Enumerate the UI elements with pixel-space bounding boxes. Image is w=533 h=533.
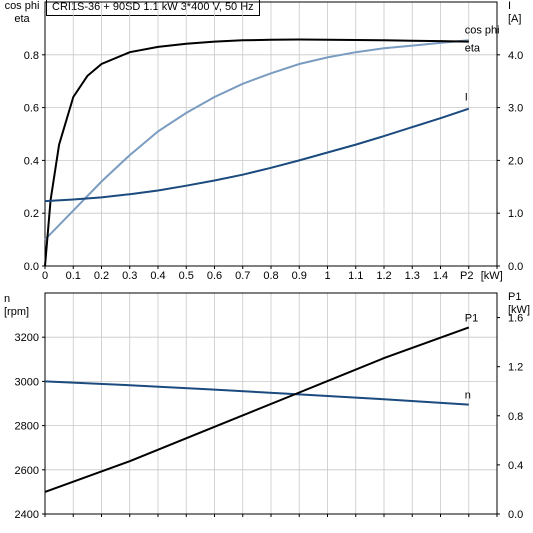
series-label-cos-phi: cos phi [465,24,500,36]
x-tick-label: 0.4 [150,270,165,282]
series-line-eta [44,38,469,267]
y-tick-label-right: 1.6 [508,313,523,325]
x-axis-label: P2 [460,270,473,282]
y-tick-label-left: 3200 [15,332,39,344]
y-axis-unit-left: [rpm] [4,306,29,318]
x-tick-label: 1.1 [348,270,363,282]
y-tick-label-left: 0.4 [24,155,39,167]
y-tick-label-right: 1.2 [508,362,523,374]
series-label-i: I [465,92,468,104]
y-tick-label-left: 3000 [15,376,39,388]
x-tick-label: 0.8 [263,270,278,282]
x-tick-label: 1 [324,270,330,282]
y-axis-label-left: n [4,293,10,305]
x-tick-label: 0 [42,270,48,282]
x-tick-label: 1.3 [405,270,420,282]
y-axis-unit-right: [A] [508,13,521,25]
y-tick-label-right: 0.8 [508,411,523,423]
series-line-p1 [44,326,470,493]
y-tick-label-left: 0.0 [24,261,39,273]
x-tick-label: 1.4 [433,270,448,282]
y-tick-label-right: 0.0 [508,509,523,521]
y-tick-label-left: 2800 [15,421,39,433]
bottom-panel: 240026002800300032000.00.40.81.21.6n[rpm… [4,291,530,521]
series-label-eta: eta [465,43,481,55]
y-tick-label-right: 1.0 [508,208,523,220]
x-tick-label: 0.3 [122,270,137,282]
chart-title: CRI1S-36 + 90SD 1.1 kW 3*400 V, 50 Hz [46,0,260,16]
y-axis-label-left: eta [14,13,30,25]
series-line-n [44,380,469,406]
series-line-i [44,107,470,203]
y-tick-label-left: 0.2 [24,208,39,220]
x-tick-label: 0.7 [235,270,250,282]
x-tick-label: 0.9 [292,270,307,282]
y-tick-label-right: 4.0 [508,50,523,62]
series-label-n: n [465,390,471,402]
y-tick-label-left: 0.6 [24,103,39,115]
top-panel: 0.0 0.2 0.4 0.6 0.8 0.0 1.0 2.0 3.0 4.0 0 0.1 0.2 0.3… [5,0,524,282]
y-tick-label-left: 2600 [15,465,39,477]
y-axis-label-right: P1 [508,291,521,303]
x-tick-label: 0.6 [207,270,222,282]
x-tick-label: 1.2 [376,270,391,282]
x-tick-label: 0.1 [66,270,81,282]
series-label-p1: P1 [465,312,478,324]
series-line-cos-phi [44,39,469,241]
y-axis-unit-right: [kW] [508,304,530,316]
x-tick-label: 0.5 [179,270,194,282]
x-tick-label: 0.2 [94,270,109,282]
y-tick-label-right: 0.0 [508,261,523,273]
y-tick-label-right: 3.0 [508,103,523,115]
y-axis-label-left: cos phi [5,0,40,12]
y-axis-label-right: I [508,0,511,12]
y-tick-label-left: 0.8 [24,50,39,62]
y-tick-label-left: 2400 [15,509,39,521]
x-axis-unit: [kW] [481,270,503,282]
y-tick-label-right: 2.0 [508,155,523,167]
y-tick-label-right: 0.4 [508,460,523,472]
